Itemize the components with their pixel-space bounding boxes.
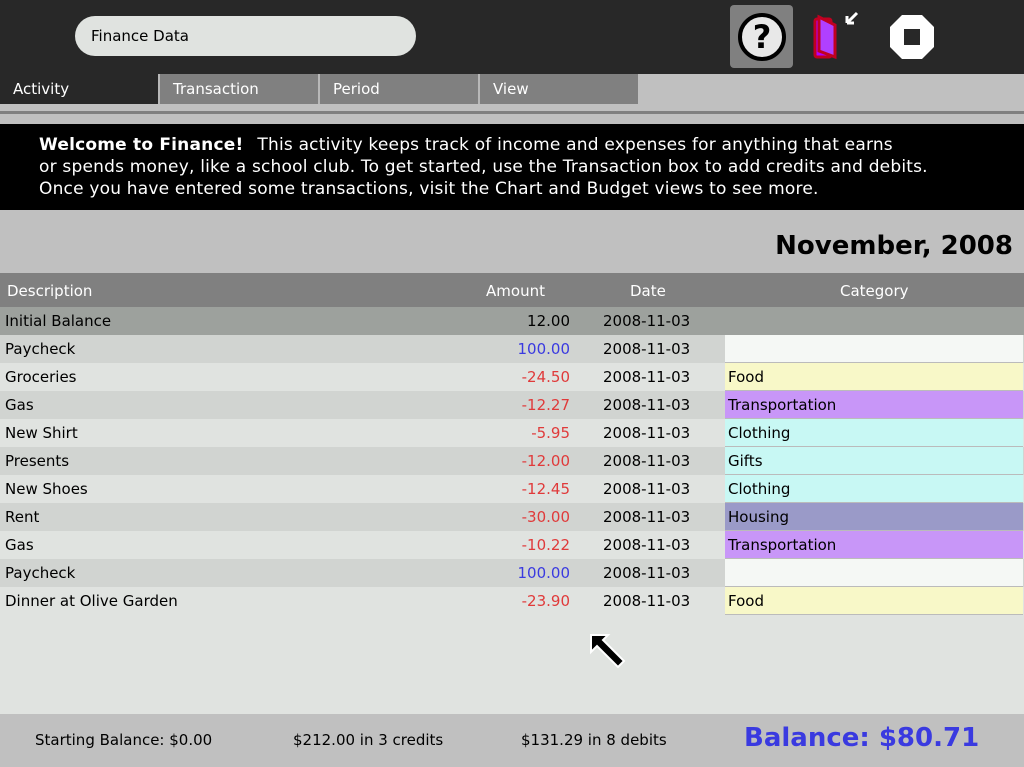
category-cell bbox=[725, 335, 1023, 363]
amount-cell: -24.50 bbox=[521, 368, 570, 386]
tab-activity[interactable]: Activity bbox=[0, 74, 158, 104]
amount-cell: -12.27 bbox=[521, 396, 570, 414]
table-row[interactable]: Rent -30.00 2008-11-03 Housing bbox=[0, 503, 1024, 531]
category-cell: Clothing bbox=[725, 419, 1023, 447]
description-cell: New Shirt bbox=[5, 424, 78, 442]
category-cell: Food bbox=[725, 587, 1023, 615]
amount-cell: -10.22 bbox=[521, 536, 570, 554]
stop-button[interactable] bbox=[880, 5, 943, 68]
help-button[interactable]: ? bbox=[730, 5, 793, 68]
category-cell: Clothing bbox=[725, 475, 1023, 503]
date-cell: 2008-11-03 bbox=[603, 536, 691, 554]
date-cell: 2008-11-03 bbox=[603, 424, 691, 442]
table-row[interactable]: Groceries -24.50 2008-11-03 Food bbox=[0, 363, 1024, 391]
tab-view[interactable]: View bbox=[478, 74, 638, 104]
column-header-description[interactable]: Description bbox=[7, 282, 93, 300]
table-row[interactable]: Dinner at Olive Garden -23.90 2008-11-03 Fo… bbox=[0, 587, 1024, 615]
category-cell: Transportation bbox=[725, 391, 1023, 419]
table-row[interactable]: Initial Balance 12.00 2008-11-03 bbox=[0, 307, 1024, 335]
welcome-banner: Welcome to Finance! This activity keeps t… bbox=[0, 124, 1024, 210]
date-cell: 2008-11-03 bbox=[603, 340, 691, 358]
tab-period[interactable]: Period bbox=[318, 74, 478, 104]
description-cell: Presents bbox=[5, 452, 70, 470]
table-row[interactable]: Paycheck 100.00 2008-11-03 bbox=[0, 335, 1024, 363]
summary-bar: Starting Balance: $0.00 $212.00 in 3 cre… bbox=[0, 714, 1024, 767]
period-header: November, 2008 bbox=[0, 210, 1024, 273]
amount-cell: 100.00 bbox=[517, 564, 571, 582]
date-cell: 2008-11-03 bbox=[603, 564, 691, 582]
mouse-cursor-icon bbox=[590, 634, 626, 669]
activity-title-input[interactable] bbox=[75, 16, 416, 56]
description-cell: Paycheck bbox=[5, 340, 76, 358]
date-cell: 2008-11-03 bbox=[603, 452, 691, 470]
starting-balance: Starting Balance: $0.00 bbox=[35, 731, 213, 749]
date-cell: 2008-11-03 bbox=[603, 508, 691, 526]
amount-cell: 12.00 bbox=[527, 312, 570, 330]
date-cell: 2008-11-03 bbox=[603, 592, 691, 610]
table-header: Description Amount Date Category bbox=[0, 273, 1024, 307]
keep-journal-button[interactable] bbox=[805, 5, 868, 68]
debits-summary: $131.29 in 8 debits bbox=[521, 731, 667, 749]
banner-text: This activity keeps track of income and … bbox=[257, 135, 893, 155]
balance-total: Balance: $80.71 bbox=[744, 723, 980, 753]
credits-summary: $212.00 in 3 credits bbox=[293, 731, 444, 749]
category-cell: Gifts bbox=[725, 447, 1023, 475]
banner-text: or spends money, like a school club. To … bbox=[39, 157, 928, 177]
journal-keep-icon bbox=[813, 11, 859, 60]
table-row[interactable]: Paycheck 100.00 2008-11-03 bbox=[0, 559, 1024, 587]
description-cell: Gas bbox=[5, 536, 34, 554]
description-cell: Groceries bbox=[5, 368, 77, 386]
svg-text:?: ? bbox=[752, 18, 771, 56]
amount-cell: 100.00 bbox=[517, 340, 571, 358]
column-header-date[interactable]: Date bbox=[630, 282, 666, 300]
category-cell: Food bbox=[725, 363, 1023, 391]
table-row[interactable]: Gas -12.27 2008-11-03 Transportation bbox=[0, 391, 1024, 419]
transactions-table: Description Amount Date Category Initial… bbox=[0, 273, 1024, 615]
table-row[interactable]: New Shoes -12.45 2008-11-03 Clothing bbox=[0, 475, 1024, 503]
table-row[interactable]: New Shirt -5.95 2008-11-03 Clothing bbox=[0, 419, 1024, 447]
amount-cell: -12.45 bbox=[521, 480, 570, 498]
banner-text: Once you have entered some transactions,… bbox=[39, 179, 819, 199]
description-cell: Gas bbox=[5, 396, 34, 414]
table-row[interactable]: Presents -12.00 2008-11-03 Gifts bbox=[0, 447, 1024, 475]
help-icon: ? bbox=[737, 12, 786, 61]
description-cell: Initial Balance bbox=[5, 312, 112, 330]
description-cell: New Shoes bbox=[5, 480, 88, 498]
toolbar-tabs: Activity Transaction Period View bbox=[0, 74, 1024, 124]
table-row[interactable]: Gas -10.22 2008-11-03 Transportation bbox=[0, 531, 1024, 559]
amount-cell: -30.00 bbox=[521, 508, 570, 526]
stop-icon bbox=[889, 14, 934, 59]
period-label: November, 2008 bbox=[775, 231, 1013, 261]
date-cell: 2008-11-03 bbox=[603, 396, 691, 414]
column-header-amount[interactable]: Amount bbox=[486, 282, 545, 300]
amount-cell: -23.90 bbox=[521, 592, 570, 610]
description-cell: Rent bbox=[5, 508, 40, 526]
banner-heading: Welcome to Finance! bbox=[39, 135, 244, 155]
category-cell: Transportation bbox=[725, 531, 1023, 559]
amount-cell: -12.00 bbox=[521, 452, 570, 470]
date-cell: 2008-11-03 bbox=[603, 368, 691, 386]
tab-transaction[interactable]: Transaction bbox=[158, 74, 318, 104]
date-cell: 2008-11-03 bbox=[603, 312, 691, 330]
toolbar: ? bbox=[0, 0, 1024, 74]
description-cell: Paycheck bbox=[5, 564, 76, 582]
date-cell: 2008-11-03 bbox=[603, 480, 691, 498]
description-cell: Dinner at Olive Garden bbox=[5, 592, 178, 610]
divider bbox=[0, 111, 1024, 114]
column-header-category[interactable]: Category bbox=[840, 282, 909, 300]
category-cell: Housing bbox=[725, 503, 1023, 531]
amount-cell: -5.95 bbox=[531, 424, 570, 442]
category-cell bbox=[725, 559, 1023, 587]
